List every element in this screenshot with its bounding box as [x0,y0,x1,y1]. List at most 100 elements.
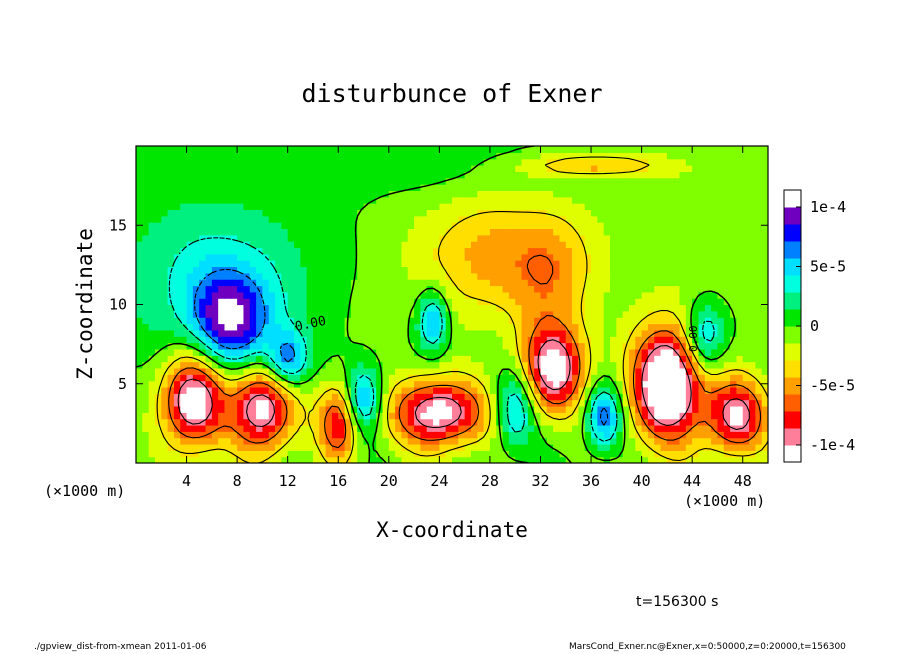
heatmap-cell [325,348,333,356]
heatmap-cell [287,374,295,382]
heatmap-cell [268,152,276,160]
heatmap-cell [154,374,162,382]
heatmap-cell [211,279,219,287]
heatmap-cell [173,247,181,255]
heatmap-cell [521,184,529,191]
heatmap-cell [401,348,409,356]
heatmap-cell [692,171,700,179]
heatmap-cell [496,203,504,210]
heatmap-cell [452,348,459,356]
heatmap-cell [256,196,263,204]
heatmap-cell [489,146,497,153]
heatmap-cell [224,215,232,223]
heatmap-cell [452,412,459,420]
heatmap-cell [312,418,320,426]
heatmap-cell [439,323,447,331]
heatmap-cell [565,234,573,242]
heatmap-cell [635,272,643,280]
heatmap-cell [502,146,510,153]
heatmap-cell [635,196,643,204]
heatmap-cell [363,336,371,344]
heatmap-cell [464,405,472,413]
heatmap-cell [692,386,700,394]
heatmap-cell [211,209,219,217]
heatmap-cell [173,412,181,420]
heatmap-cell [369,431,377,439]
heatmap-cell [502,323,510,331]
heatmap-cell [477,260,485,268]
heatmap-cell [186,443,194,451]
heatmap-cell [306,304,314,312]
heatmap-cell [287,152,295,160]
heatmap-cell [173,310,181,318]
heatmap-cell [685,393,693,401]
heatmap-cell [508,323,516,331]
heatmap-cell [508,285,516,293]
heatmap-cell [572,291,579,299]
heatmap-cell [736,431,744,439]
heatmap-cell [698,222,706,230]
heatmap-cell [647,203,655,210]
heatmap-cell [199,272,207,280]
heatmap-cell [268,323,276,331]
heatmap-cell [742,393,750,401]
heatmap-cell [521,304,529,312]
heatmap-cell [414,222,421,230]
heatmap-cell [717,367,725,375]
heatmap-cell [622,190,630,198]
heatmap-cell [470,266,478,274]
heatmap-cell [243,399,251,407]
heatmap-cell [559,424,567,432]
heatmap-cell [338,222,346,230]
heatmap-cell [679,279,687,287]
heatmap-cell [382,412,390,420]
heatmap-cell [211,431,219,439]
heatmap-cell [218,291,226,299]
heatmap-cell [483,215,491,223]
heatmap-cell [489,196,497,204]
heatmap-cell [136,304,143,312]
heatmap-cell [565,253,573,261]
heatmap-cell [628,342,636,350]
heatmap-cell [679,329,687,337]
heatmap-cell [294,247,301,255]
heatmap-cell [730,342,737,350]
heatmap-cell [192,266,200,274]
heatmap-cell [167,291,175,299]
heatmap-cell [508,171,516,179]
heatmap-cell [136,393,143,401]
heatmap-cell [730,380,737,388]
heatmap-cell [730,304,737,312]
heatmap-cell [357,367,365,375]
heatmap-cell [660,253,668,261]
heatmap-cell [508,222,516,230]
heatmap-cell [306,247,314,255]
heatmap-cell [717,177,725,185]
heatmap-cell [761,266,768,274]
heatmap-cell [173,456,181,463]
heatmap-cell [300,285,308,293]
heatmap-cell [363,450,371,458]
heatmap-cell [224,184,232,191]
heatmap-cell [205,279,213,287]
heatmap-cell [186,177,194,185]
heatmap-cell [243,317,251,325]
heatmap-cell [186,291,194,299]
heatmap-cell [426,291,434,299]
heatmap-cell [369,291,377,299]
heatmap-cell [654,228,662,236]
heatmap-cell [192,184,200,191]
heatmap-cell [414,209,421,217]
heatmap-cell [616,247,624,255]
heatmap-cell [192,171,200,179]
heatmap-cell [319,380,327,388]
heatmap-cell [761,215,768,223]
heatmap-cell [256,190,263,198]
heatmap-cell [224,285,232,293]
heatmap-cell [218,412,226,420]
heatmap-cell [287,450,295,458]
heatmap-cell [325,456,333,463]
heatmap-cell [540,329,548,337]
heatmap-cell [666,336,674,344]
heatmap-cell [521,228,529,236]
